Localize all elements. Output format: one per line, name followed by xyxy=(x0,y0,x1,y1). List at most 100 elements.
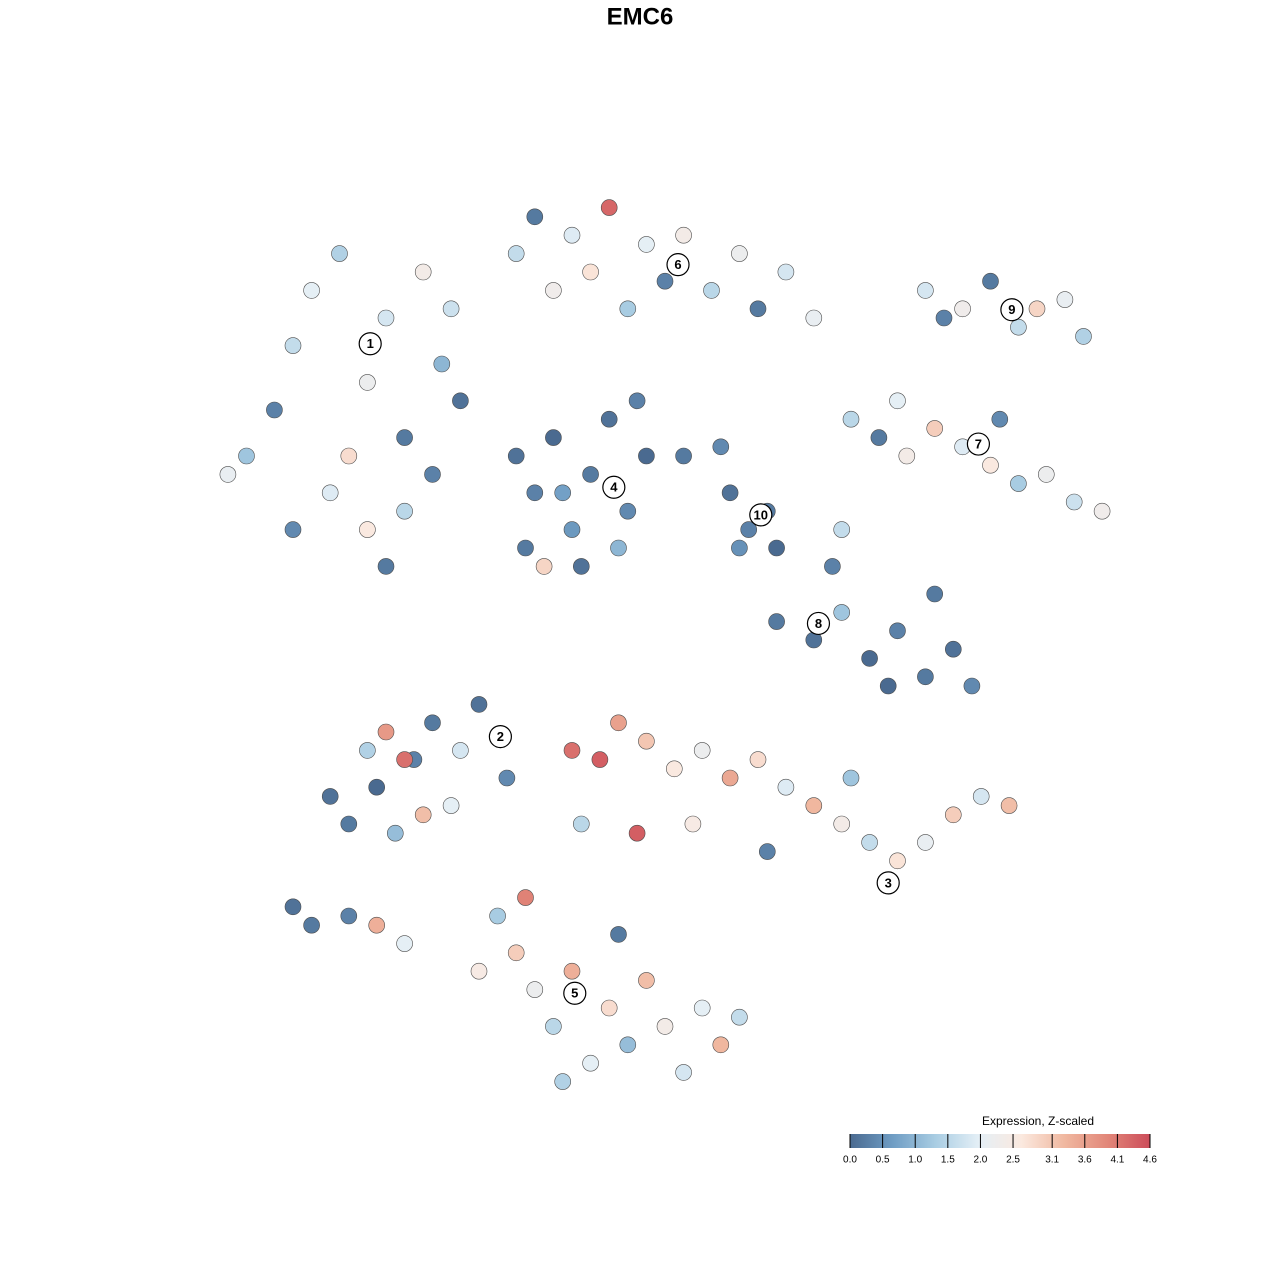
cell-point xyxy=(489,907,506,925)
cluster-badge xyxy=(488,724,512,749)
cell-point xyxy=(833,815,851,833)
cell-point xyxy=(638,732,655,750)
cell-point xyxy=(284,521,302,538)
cell-point xyxy=(768,539,785,557)
cell-point xyxy=(758,843,776,860)
cluster-label: 2 xyxy=(497,729,504,744)
cell-point xyxy=(712,1036,730,1054)
cluster-badge xyxy=(1000,298,1024,322)
cell-point xyxy=(526,981,544,998)
colorbar-tick-label: 0.5 xyxy=(876,1155,890,1166)
cell-point xyxy=(638,236,655,253)
cell-point xyxy=(972,788,990,805)
cluster-label: 1 xyxy=(367,336,374,351)
cell-point xyxy=(675,226,692,244)
cell-point xyxy=(498,769,516,787)
cell-point xyxy=(889,392,906,410)
cell-point xyxy=(303,282,320,299)
cell-point xyxy=(675,1064,692,1081)
cell-point xyxy=(777,263,795,281)
cell-point xyxy=(926,420,944,437)
cell-point xyxy=(545,282,562,299)
cell-point xyxy=(526,484,544,502)
cell-point xyxy=(935,309,953,327)
cell-point xyxy=(991,410,1009,428)
cell-point xyxy=(572,815,590,833)
cell-point xyxy=(917,282,934,299)
cell-point xyxy=(340,907,358,925)
cell-point xyxy=(238,447,255,465)
cell-point xyxy=(740,521,758,538)
cell-point xyxy=(1000,797,1018,814)
cell-point xyxy=(675,447,692,465)
cell-point xyxy=(944,640,962,658)
cell-point xyxy=(340,447,358,465)
cluster-label: 3 xyxy=(885,875,892,890)
cell-point xyxy=(842,410,860,428)
cell-point xyxy=(982,456,999,474)
cell-point xyxy=(1075,328,1092,345)
cell-point xyxy=(377,558,395,575)
cell-point xyxy=(1010,318,1027,336)
cell-point xyxy=(917,668,934,686)
cell-point xyxy=(665,760,683,778)
cell-point xyxy=(600,999,618,1017)
cluster-badge xyxy=(602,475,626,499)
cell-point xyxy=(917,834,934,851)
cluster-label: 8 xyxy=(815,616,822,631)
cell-point xyxy=(414,263,432,281)
cell-point xyxy=(554,1073,572,1090)
cell-point xyxy=(545,1018,562,1035)
cell-point xyxy=(368,778,386,796)
cell-point xyxy=(693,999,711,1017)
cell-point xyxy=(805,309,823,327)
cell-point xyxy=(452,392,469,410)
cell-point xyxy=(396,429,413,446)
cell-point xyxy=(526,208,544,226)
cell-point xyxy=(861,834,878,851)
cell-point xyxy=(340,815,358,833)
cell-point xyxy=(563,742,581,759)
cell-point xyxy=(377,723,395,741)
cell-point xyxy=(563,226,581,244)
cell-point xyxy=(777,778,795,796)
cell-point xyxy=(219,466,237,483)
cell-point xyxy=(1056,291,1074,308)
cell-point xyxy=(414,806,432,824)
cell-point xyxy=(563,521,581,538)
cluster-badge xyxy=(966,432,991,456)
cell-point xyxy=(377,309,395,327)
cell-point xyxy=(619,1036,637,1054)
cell-point xyxy=(619,300,637,318)
cell-point xyxy=(926,585,944,603)
cell-point xyxy=(628,824,646,842)
cell-point xyxy=(684,815,702,833)
cell-point xyxy=(396,751,413,768)
cell-point xyxy=(1038,466,1055,483)
colorbar-tick-label: 0.0 xyxy=(843,1155,857,1166)
cell-point xyxy=(656,1018,674,1035)
cell-point xyxy=(591,751,609,768)
cluster-label: 6 xyxy=(674,257,681,272)
cell-point xyxy=(321,484,339,502)
colorbar xyxy=(850,1134,1150,1148)
cell-point xyxy=(545,429,562,446)
cell-point xyxy=(572,558,590,575)
cell-point xyxy=(563,962,581,980)
cell-point xyxy=(284,337,302,354)
cluster-badge xyxy=(666,253,690,277)
cell-point xyxy=(870,429,888,446)
cell-point xyxy=(396,935,413,952)
colorbar-tick-label: 4.6 xyxy=(1143,1155,1157,1166)
cell-point xyxy=(731,1008,748,1026)
cell-point xyxy=(359,521,376,538)
cell-point xyxy=(507,944,525,962)
cell-point xyxy=(359,374,376,391)
cell-point xyxy=(610,926,627,943)
cluster-badge xyxy=(806,611,831,636)
cell-point xyxy=(824,558,841,575)
cell-point xyxy=(303,916,320,934)
cell-point xyxy=(731,245,748,262)
cell-point xyxy=(600,410,618,428)
cell-point xyxy=(638,447,655,465)
